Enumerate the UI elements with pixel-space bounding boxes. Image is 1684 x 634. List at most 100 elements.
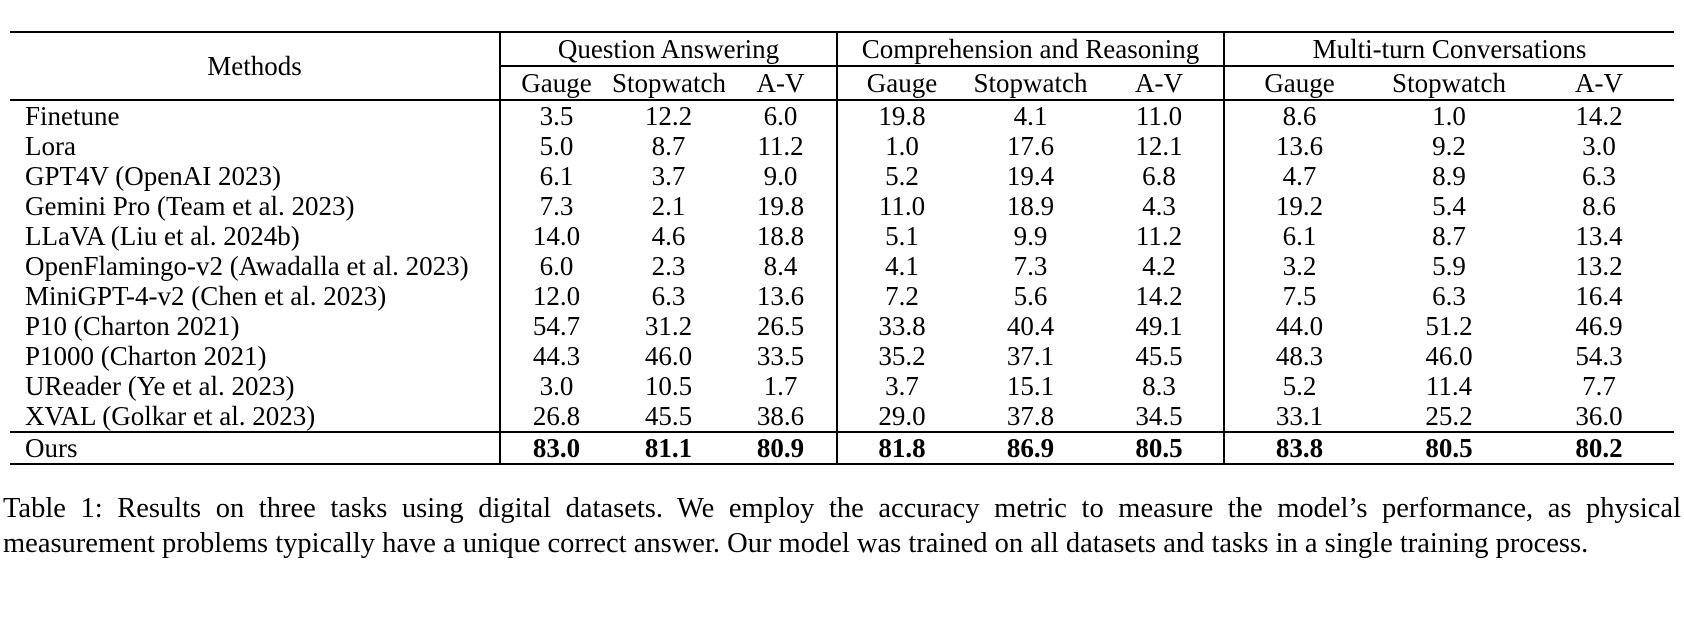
method-name-cell: Lora xyxy=(25,131,76,161)
value-cell: 48.3 xyxy=(1223,341,1375,371)
table-row: Lora 5.0 8.7 11.2 1.0 17.6 12.1 13.6 9.2 3.0 xyxy=(10,131,1674,161)
value-cell: 14.2 xyxy=(1135,281,1183,311)
value-cell: 5.2 xyxy=(836,161,967,191)
subheader-gauge: Gauge xyxy=(1223,66,1375,100)
value-cell: 13.4 xyxy=(1575,221,1623,251)
value-cell: 11.2 xyxy=(757,131,804,161)
table-body: Finetune 3.5 12.2 6.0 19.8 4.1 11.0 8.6 1.0 14.2 L… xyxy=(10,100,1675,464)
value-cell: 9.9 xyxy=(1013,221,1048,251)
value-cell: 13.2 xyxy=(1575,251,1623,281)
value-cell: 37.8 xyxy=(1006,401,1055,431)
value-cell: 19.4 xyxy=(1006,161,1055,191)
value-cell: 14.0 xyxy=(499,221,612,251)
value-cell: 6.3 xyxy=(651,281,686,311)
method-name-cell: LLaVA (Liu et al. 2024b) xyxy=(25,221,300,251)
value-cell: 19.8 xyxy=(756,191,805,221)
subheader-av: A-V xyxy=(1575,68,1624,98)
value-cell: 33.5 xyxy=(756,341,805,371)
value-cell: 8.7 xyxy=(1432,221,1466,251)
value-cell: 25.2 xyxy=(1425,401,1473,431)
subheader-stopwatch: Stopwatch xyxy=(973,68,1088,98)
value-cell: 46.9 xyxy=(1575,311,1623,341)
value-cell: 49.1 xyxy=(1135,311,1183,341)
value-cell: 11.0 xyxy=(836,191,967,221)
value-cell: 8.9 xyxy=(1432,161,1466,191)
subheader-gauge: Gauge xyxy=(836,66,967,100)
methods-column-header: Methods xyxy=(207,51,302,81)
value-cell: 12.2 xyxy=(644,101,693,131)
value-cell: 5.2 xyxy=(1223,371,1375,401)
subheader-stopwatch: Stopwatch xyxy=(612,68,725,98)
value-cell: 46.0 xyxy=(1425,341,1473,371)
value-cell: 11.0 xyxy=(1135,101,1183,131)
group-header-row: Methods Question Answering Comprehension… xyxy=(10,32,1675,81)
results-table: Methods Question Answering Comprehension… xyxy=(10,31,1675,465)
value-cell: 44.0 xyxy=(1223,311,1375,341)
value-cell: 16.4 xyxy=(1575,281,1623,311)
value-cell: 33.1 xyxy=(1223,401,1375,432)
value-cell: 83.8 xyxy=(1223,431,1375,464)
value-cell: 38.6 xyxy=(756,401,805,431)
table-row: Finetune 3.5 12.2 6.0 19.8 4.1 11.0 8.6 1.0 14.2 xyxy=(10,100,1674,131)
value-cell: 7.7 xyxy=(1582,371,1616,401)
value-cell: 2.1 xyxy=(651,191,686,221)
value-cell: 4.6 xyxy=(651,221,686,251)
value-cell: 9.2 xyxy=(1432,131,1466,161)
value-cell: 86.9 xyxy=(966,431,1096,464)
method-name-cell: GPT4V (OpenAI 2023) xyxy=(25,161,281,191)
value-cell: 6.3 xyxy=(1432,281,1466,311)
value-cell: 29.0 xyxy=(836,401,967,432)
table-header: Methods Question Answering Comprehension… xyxy=(10,32,1675,100)
value-cell: 3.2 xyxy=(1223,251,1375,281)
subheader-row: Gauge Stopwatch A-V Gauge Stopwatch A-V … xyxy=(10,66,1674,100)
group-header-multi-turn-conversations: Multi-turn Conversations xyxy=(1223,32,1675,67)
value-cell: 45.5 xyxy=(644,401,693,431)
value-cell: 1.7 xyxy=(763,371,798,401)
table-row: UReader (Ye et al. 2023) 3.0 10.5 1.7 3.7 15.… xyxy=(10,371,1674,401)
value-cell: 9.0 xyxy=(763,161,798,191)
value-cell: 13.6 xyxy=(756,281,805,311)
value-cell: 6.0 xyxy=(763,101,798,131)
value-cell: 46.0 xyxy=(644,341,693,371)
value-cell: 7.3 xyxy=(499,191,612,221)
value-cell: 5.6 xyxy=(1013,281,1048,311)
value-cell: 15.1 xyxy=(1006,371,1055,401)
value-cell: 5.1 xyxy=(836,221,967,251)
value-cell: 6.1 xyxy=(499,161,612,191)
value-cell: 26.5 xyxy=(756,311,805,341)
table-row: MiniGPT-4-v2 (Chen et al. 2023) 12.0 6.3 13… xyxy=(10,281,1674,311)
value-cell: 54.3 xyxy=(1575,341,1623,371)
value-cell: 3.0 xyxy=(1582,131,1616,161)
value-cell: 13.6 xyxy=(1223,131,1375,161)
value-cell: 4.3 xyxy=(1142,191,1176,221)
subheader-gauge: Gauge xyxy=(499,66,612,100)
value-cell: 6.3 xyxy=(1582,161,1616,191)
value-cell: 18.9 xyxy=(1006,191,1055,221)
method-name-cell: P1000 (Charton 2021) xyxy=(25,341,267,371)
value-cell: 7.2 xyxy=(836,281,967,311)
value-cell: 18.8 xyxy=(756,221,805,251)
table-row: Gemini Pro (Team et al. 2023) 7.3 2.1 19.8 1… xyxy=(10,191,1674,221)
value-cell: 5.4 xyxy=(1432,191,1466,221)
value-cell: 4.1 xyxy=(1013,101,1048,131)
ours-row: Ours 83.0 81.1 80.9 81.8 86.9 80.5 83.8 80.5 80.2 xyxy=(10,431,1675,464)
table-caption: Table 1: Results on three tasks using di… xyxy=(3,493,1681,559)
value-cell: 6.1 xyxy=(1223,221,1375,251)
value-cell: 35.2 xyxy=(836,341,967,371)
value-cell: 45.5 xyxy=(1135,341,1183,371)
value-cell: 51.2 xyxy=(1425,311,1473,341)
value-cell: 8.7 xyxy=(651,131,686,161)
method-name-cell: Ours xyxy=(10,431,500,464)
value-cell: 3.5 xyxy=(499,100,612,131)
method-name-cell: Finetune xyxy=(25,101,120,131)
value-cell: 4.2 xyxy=(1142,251,1176,281)
value-cell: 6.0 xyxy=(499,251,612,281)
value-cell: 80.5 xyxy=(1095,431,1225,464)
value-cell: 33.8 xyxy=(836,311,967,341)
table-row: P10 (Charton 2021) 54.7 31.2 26.5 33.8 40.4 49… xyxy=(10,311,1674,341)
method-name-cell: Gemini Pro (Team et al. 2023) xyxy=(25,191,355,221)
value-cell: 40.4 xyxy=(1006,311,1055,341)
value-cell: 80.2 xyxy=(1524,431,1675,464)
subheader-av: A-V xyxy=(1135,68,1184,98)
